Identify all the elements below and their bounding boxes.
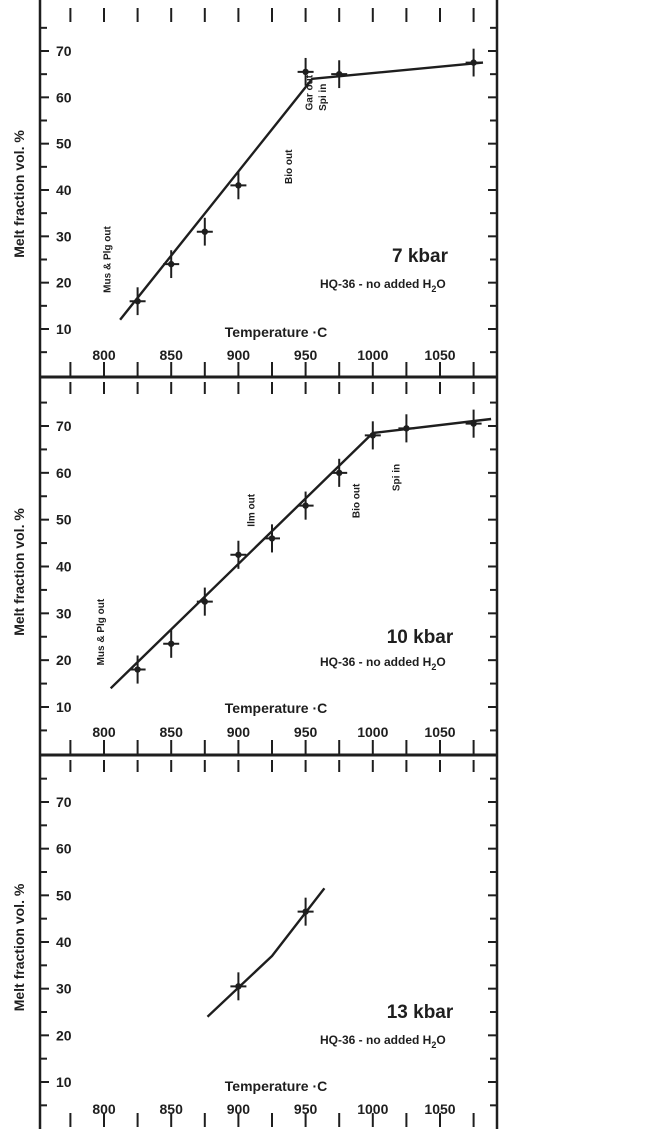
pressure-label: 7 kbar (392, 246, 449, 267)
phase-annotation: Mus & Plg out (96, 598, 107, 665)
y-tick-label: 40 (56, 182, 72, 198)
panel-13-kbar: 10 20 30 40 50 60 70 800 850 900 950 1000 1050 Melt f… (11, 760, 497, 1127)
y-tick-label: 10 (56, 699, 72, 715)
phase-annotation: Bio out (351, 483, 362, 518)
data-point (129, 287, 146, 316)
x-tick-label: 900 (227, 347, 251, 363)
phase-annotation: Bio out (284, 149, 295, 184)
y-tick-label: 50 (56, 512, 72, 528)
x-tick-label: 900 (227, 724, 251, 740)
panel-7-kbar: 10 20 30 40 50 60 70 800 850 900 950 1000 1050 Melt f… (11, 8, 497, 376)
x-tick-label: 850 (160, 724, 184, 740)
y-tick-label: 60 (56, 465, 72, 481)
data-point (196, 217, 213, 246)
data-point (230, 540, 247, 569)
x-axis-title: Temperature ·C (225, 1078, 327, 1094)
data-point (196, 587, 213, 616)
x-axis-title: Temperature ·C (225, 324, 327, 340)
sample-label: HQ-36 - no added H2O (320, 277, 446, 294)
y-tick-label: 10 (56, 321, 72, 337)
data-point (364, 421, 381, 450)
x-tick-label: 850 (160, 347, 184, 363)
data-point (129, 655, 146, 684)
y-tick-label: 50 (56, 136, 72, 152)
x-tick-label: 850 (160, 1101, 184, 1117)
x-tick-label: 1050 (424, 1101, 455, 1117)
pressure-label: 13 kbar (387, 1002, 454, 1023)
y-tick-label: 20 (56, 275, 72, 291)
y-tick-label: 30 (56, 605, 72, 621)
x-tick-label: 1050 (424, 347, 455, 363)
data-point (398, 414, 415, 443)
data-point (230, 171, 247, 200)
y-tick-label: 60 (56, 89, 72, 105)
data-point (163, 629, 180, 658)
data-point (331, 60, 348, 89)
x-tick-label: 900 (227, 1101, 251, 1117)
x-tick-label: 950 (294, 724, 318, 740)
y-tick-label: 70 (56, 794, 72, 810)
x-tick-label: 1000 (357, 1101, 388, 1117)
data-point (264, 524, 280, 553)
data-point (297, 57, 314, 86)
pressure-label: 10 kbar (387, 627, 454, 648)
y-tick-label: 40 (56, 559, 72, 575)
sample-label: HQ-36 - no added H2O (320, 1033, 446, 1050)
y-tick-label: 30 (56, 228, 72, 244)
y-axis-title: Melt fraction vol. % (11, 883, 27, 1011)
data-point (465, 409, 482, 438)
data-point (163, 250, 180, 279)
phase-annotation: Ilm out (247, 493, 258, 526)
data-point (230, 972, 247, 1001)
panel-10-kbar: 10 20 30 40 50 60 70 800 850 900 950 1000 1050 Melt f… (11, 382, 497, 754)
x-axis-title: Temperature ·C (225, 700, 327, 716)
sample-label: HQ-36 - no added H2O (320, 655, 446, 672)
fit-line (119, 61, 484, 321)
x-tick-label: 1050 (424, 724, 455, 740)
y-tick-label: 30 (56, 981, 72, 997)
y-axis-title: Melt fraction vol. % (11, 508, 27, 636)
y-tick-label: 60 (56, 841, 72, 857)
y-tick-label: 70 (56, 43, 72, 59)
y-tick-label: 70 (56, 418, 72, 434)
x-tick-label: 950 (294, 1101, 318, 1117)
phase-annotation: Spi in (318, 84, 329, 111)
x-tick-label: 800 (92, 1101, 116, 1117)
data-point (465, 48, 482, 77)
phase-annotation: Mus & Plg out (103, 226, 114, 293)
y-tick-label: 50 (56, 887, 72, 903)
data-point (297, 897, 314, 926)
y-tick-label: 20 (56, 652, 72, 668)
y-tick-label: 20 (56, 1027, 72, 1043)
x-tick-label: 800 (92, 724, 116, 740)
x-tick-label: 1000 (357, 347, 388, 363)
fit-line (206, 887, 326, 1018)
data-point (297, 491, 314, 520)
y-axis-title: Melt fraction vol. % (11, 130, 27, 258)
x-tick-label: 950 (294, 347, 318, 363)
y-tick-label: 10 (56, 1074, 72, 1090)
phase-annotation: Gar out (304, 74, 315, 110)
x-tick-label: 800 (92, 347, 116, 363)
x-tick-label: 1000 (357, 724, 388, 740)
phase-annotation: Spi in (392, 464, 403, 491)
y-tick-label: 40 (56, 934, 72, 950)
data-point (331, 458, 348, 487)
